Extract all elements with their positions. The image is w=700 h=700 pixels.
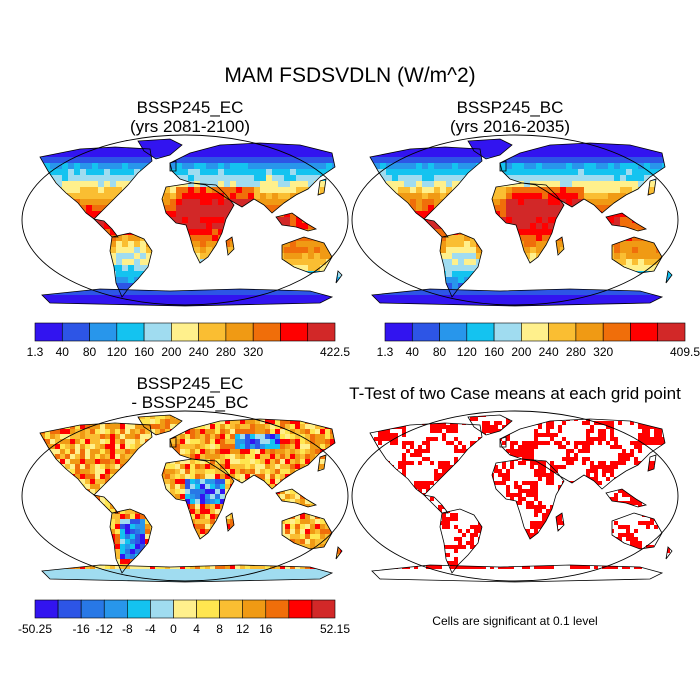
colorbar-swatch	[288, 599, 313, 619]
colorbar-swatch	[657, 322, 686, 342]
panel-ttest-title: T-Test of two Case means at each grid po…	[349, 384, 681, 403]
colorbar-tick-label: -16	[72, 622, 90, 636]
map-border	[351, 134, 679, 306]
colorbar-swatch	[466, 322, 495, 342]
colorbar-tick-label: 52.15	[320, 622, 350, 636]
colorbar-swatch	[57, 599, 82, 619]
colorbar-tick-label: 160	[484, 345, 504, 359]
map-border	[351, 410, 679, 582]
colorbar-tick-label: 1.3	[27, 345, 44, 359]
map-ttest	[351, 410, 679, 583]
colorbar-tick-label: 280	[216, 345, 236, 359]
colorbar-tick-label: 40	[406, 345, 420, 359]
colorbar-swatch	[34, 599, 59, 619]
colorbar-swatch	[143, 322, 172, 342]
colorbar-swatch	[80, 599, 105, 619]
colorbar-swatch	[280, 322, 309, 342]
colorbar-tick-label: 200	[161, 345, 181, 359]
colorbar-tick-label: 280	[566, 345, 586, 359]
colorbar-tick-label: 320	[593, 345, 613, 359]
coastlines	[369, 414, 673, 583]
colorbar-diff: -50.25 -16 -12 -8 -4 0 4 8 12 16 52.15	[18, 599, 350, 636]
colorbar-swatch	[521, 322, 549, 342]
colorbar-tick-label: 16	[259, 622, 273, 636]
panel-title-ttest: T-Test of two Case means at each grid po…	[340, 384, 690, 403]
colorbar-swatch	[61, 322, 90, 342]
panel-bc-title: BSSP245_BC	[456, 98, 564, 117]
colorbar-swatch	[252, 322, 281, 342]
colorbar-tick-label: 240	[539, 345, 559, 359]
colorbar-tick-label: 160	[134, 345, 154, 359]
colorbar-swatch	[411, 322, 440, 342]
coastlines	[39, 414, 343, 583]
panel-diff-title: BSSP245_EC	[136, 374, 244, 393]
colorbar-tick-label: 120	[107, 345, 127, 359]
colorbar-tick-label: 0	[170, 622, 177, 636]
panel-title-diff: BSSP245_EC - BSSP245_BC	[20, 374, 360, 412]
colorbar-swatch	[198, 322, 227, 342]
colorbar-swatch	[34, 322, 63, 342]
colorbar-tick-label: -50.25	[18, 622, 52, 636]
colorbar-swatch	[548, 322, 577, 342]
main-title: MAM FSDSVDLN (W/m^2)	[224, 64, 476, 87]
map-ec	[21, 134, 349, 307]
colorbar-tick-label: -4	[145, 622, 156, 636]
map-diff	[21, 410, 349, 583]
colorbar-tick-label: 8	[216, 622, 223, 636]
colorbar-swatch	[439, 322, 468, 342]
colorbar-ec: 1.3 40 80 120 160 200 240 280 320 422.5	[27, 322, 350, 359]
colorbar-tick-label: 240	[189, 345, 209, 359]
colorbar-swatch	[219, 599, 243, 619]
colorbar-swatch	[265, 599, 290, 619]
colorbar-swatch	[171, 322, 199, 342]
colorbar-swatch	[225, 322, 254, 342]
colorbar-swatch	[89, 322, 118, 342]
colorbar-swatch	[384, 322, 413, 342]
colorbar-swatch	[311, 599, 336, 619]
panel-ec-subtitle: (yrs 2081-2100)	[129, 117, 250, 136]
panel-ec-title: BSSP245_EC	[136, 98, 244, 117]
colorbar-swatch	[630, 322, 659, 342]
colorbar-swatch	[575, 322, 604, 342]
panel-bc-subtitle: (yrs 2016-2035)	[449, 117, 570, 136]
colorbar-swatch	[116, 322, 145, 342]
colorbar-tick-label: 1.3	[377, 345, 394, 359]
colorbar-tick-label: 422.5	[320, 345, 350, 359]
panel-title-bc: BSSP245_BC (yrs 2016-2035)	[340, 98, 680, 136]
colorbar-tick-label: 12	[236, 622, 250, 636]
map-bc	[351, 134, 679, 307]
colorbar-tick-label: -8	[122, 622, 133, 636]
colorbar-bc: 1.3 40 80 120 160 200 240 280 320 409.5	[377, 322, 700, 359]
colorbar-tick-label: 409.5	[670, 345, 700, 359]
colorbar-swatch	[242, 599, 267, 619]
colorbar-tick-label: 40	[56, 345, 70, 359]
colorbar-swatch	[127, 599, 151, 619]
colorbar-swatch	[103, 599, 128, 619]
colorbar-swatch	[602, 322, 631, 342]
colorbar-swatch	[150, 599, 174, 619]
map-border	[21, 410, 349, 582]
map-border	[21, 134, 349, 306]
colorbar-tick-label: 80	[83, 345, 97, 359]
colorbar-swatch	[173, 599, 197, 619]
colorbar-tick-label: 4	[193, 622, 200, 636]
colorbar-tick-label: 120	[457, 345, 477, 359]
colorbar-swatch	[196, 599, 220, 619]
colorbar-tick-label: 80	[433, 345, 447, 359]
colorbar-tick-label: 200	[511, 345, 531, 359]
colorbar-swatch	[493, 322, 522, 342]
colorbar-tick-label: 320	[243, 345, 263, 359]
colorbar-tick-label: -12	[96, 622, 114, 636]
coastlines	[369, 138, 673, 307]
panel-diff-subtitle: - BSSP245_BC	[131, 393, 249, 412]
significance-note: Cells are significant at 0.1 level	[432, 614, 598, 628]
panel-title-ec: BSSP245_EC (yrs 2081-2100)	[20, 98, 360, 136]
colorbar-swatch	[307, 322, 336, 342]
coastlines	[39, 138, 343, 307]
